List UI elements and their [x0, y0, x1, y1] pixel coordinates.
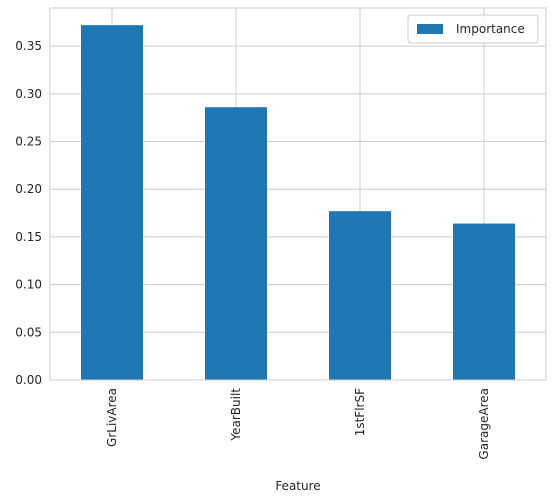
bar-yearbuilt	[205, 107, 267, 380]
x-axis-label: Feature	[275, 479, 320, 493]
y-tick-label: 0.20	[15, 182, 42, 196]
x-tick-labels: GrLivArea YearBuilt 1stFlrSF GarageArea	[105, 388, 491, 460]
bar-garagearea	[453, 223, 515, 380]
bar-grlivarea	[81, 25, 143, 381]
y-tick-label: 0.30	[15, 87, 42, 101]
bar-1stflrsf	[329, 211, 391, 380]
y-tick-label: 0.10	[15, 278, 42, 292]
axes-frame	[49, 7, 547, 381]
x-tick-label: 1stFlrSF	[353, 388, 367, 436]
bars	[81, 25, 515, 381]
y-tick-label: 0.25	[15, 135, 42, 149]
x-tick-label: YearBuilt	[229, 388, 243, 442]
y-tick-labels: 0.00 0.05 0.10 0.15 0.20 0.25 0.30 0.35	[15, 39, 42, 387]
y-tick-label: 0.00	[15, 373, 42, 387]
legend: Importance	[407, 14, 539, 44]
y-tick-label: 0.35	[15, 39, 42, 53]
legend-label-importance: Importance	[456, 22, 525, 36]
y-tick-label: 0.15	[15, 230, 42, 244]
x-tick-label: GarageArea	[477, 388, 491, 460]
x-tick-label: GrLivArea	[105, 388, 119, 447]
y-tick-label: 0.05	[15, 325, 42, 339]
legend-swatch-importance	[417, 24, 443, 34]
legend-box	[407, 14, 539, 44]
